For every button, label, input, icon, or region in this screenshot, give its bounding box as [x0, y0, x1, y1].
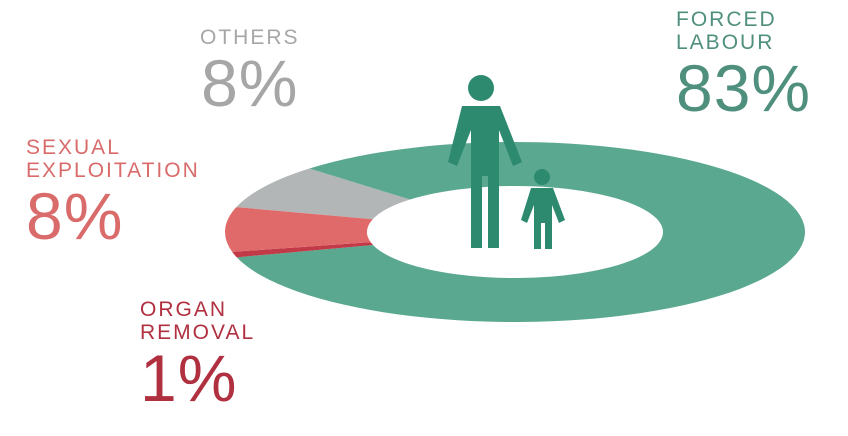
label-organ-removal: ORGAN REMOVAL 1% — [140, 298, 255, 413]
label-sexual-exploitation-value: 8% — [26, 179, 124, 254]
label-sexual-exploitation-name-2: EXPLOITATION — [26, 159, 200, 183]
label-organ-removal-value: 1% — [140, 341, 238, 416]
label-forced-labour-name-1: FORCED — [676, 8, 777, 31]
label-forced-labour: FORCED LABOUR 83% — [676, 8, 811, 123]
label-sexual-exploitation: SEXUAL EXPLOITATION 8% — [26, 136, 200, 251]
label-others-value: 8% — [201, 46, 299, 121]
slice-sexual-exploitation — [224, 207, 373, 252]
label-organ-removal-name-1: ORGAN — [140, 298, 228, 321]
donut-slices — [224, 142, 805, 322]
slice-forced-labour — [236, 142, 805, 322]
label-sexual-exploitation-name-1: SEXUAL — [26, 136, 121, 159]
slice-others — [236, 168, 411, 220]
child-person-icon — [521, 169, 565, 249]
label-forced-labour-value: 83% — [676, 51, 812, 126]
adult-person-icon — [448, 75, 522, 248]
people-illustration — [448, 75, 565, 249]
label-forced-labour-name-2: LABOUR — [676, 31, 775, 55]
label-organ-removal-name-2: REMOVAL — [140, 321, 256, 345]
label-others-name: OTHERS — [200, 26, 300, 49]
label-others: OTHERS 8% — [200, 26, 300, 118]
slice-organ-removal — [232, 242, 373, 258]
